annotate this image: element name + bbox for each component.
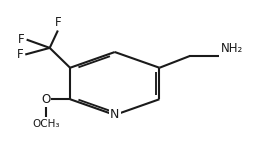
Text: NH₂: NH₂ — [221, 42, 243, 55]
Text: F: F — [18, 33, 25, 46]
Text: F: F — [16, 48, 23, 61]
Text: F: F — [55, 16, 61, 29]
Text: N: N — [110, 108, 120, 121]
Text: O: O — [41, 93, 50, 106]
Text: OCH₃: OCH₃ — [32, 119, 60, 129]
